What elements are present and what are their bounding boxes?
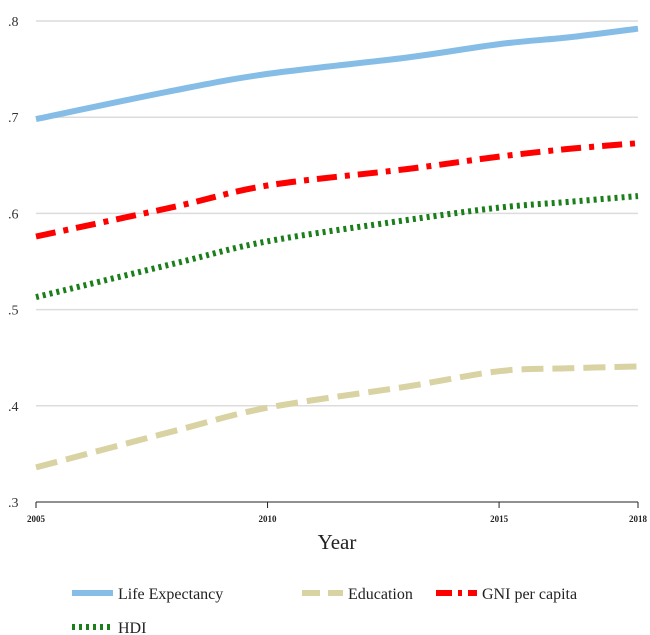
legend: Life Expectancy Education GNI per capita HD…	[72, 586, 577, 635]
series-line-life-expectancy	[35, 25, 639, 123]
y-tick-label: .4	[8, 400, 19, 415]
y-tick-label: .5	[8, 304, 19, 319]
y-tick-label: .3	[8, 496, 19, 511]
x-tick-label: 2005	[27, 514, 46, 524]
y-tick-label: .6	[8, 207, 19, 222]
series-line-gni-per-capita	[35, 140, 639, 240]
legend-label-life-expectancy: Life Expectancy	[118, 586, 223, 603]
legend-label-hdi: HDI	[118, 620, 146, 635]
x-axis-title: Year	[318, 530, 357, 554]
legend-label-gni-per-capita: GNI per capita	[482, 586, 577, 603]
series-line-hdi	[35, 193, 639, 301]
x-tick-label: 2015	[490, 514, 509, 524]
x-tick-label: 2010	[259, 514, 278, 524]
x-tick-label: 2018	[629, 514, 648, 524]
series-lines	[35, 25, 639, 471]
legend-label-education: Education	[348, 586, 413, 603]
series-line-education	[35, 363, 639, 471]
y-tick-label: .8	[8, 15, 19, 30]
y-tick-label: .7	[8, 111, 19, 126]
axes: .3 .4 .5 .6 .7 .8 2005 2010 2015 2018	[8, 15, 648, 524]
gridlines	[36, 20, 638, 407]
